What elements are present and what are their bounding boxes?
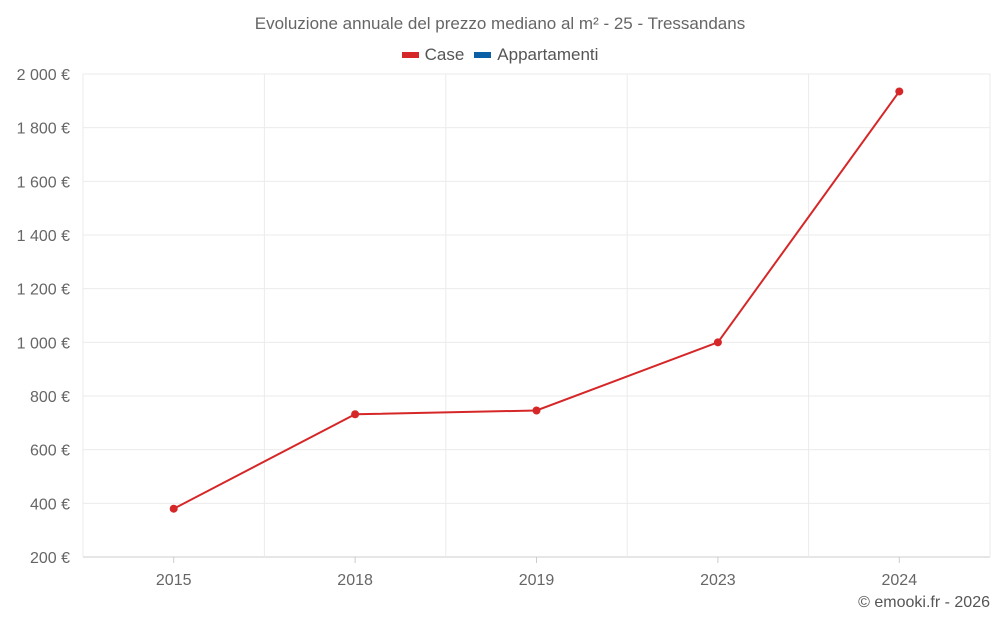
legend-item-case[interactable]: Case	[401, 45, 465, 65]
credit-text: © emooki.fr - 2026	[858, 594, 990, 611]
series-line-case	[173, 90, 901, 510]
y-tick-label: 1 000 €	[17, 335, 70, 352]
data-point-case	[532, 406, 541, 415]
x-tick-label: 2015	[156, 572, 192, 589]
legend-swatch-appartamenti	[474, 52, 492, 58]
y-tick-label: 1 200 €	[17, 282, 70, 299]
data-point-case	[169, 504, 178, 513]
y-tick-label: 800 €	[30, 389, 70, 406]
y-tick-label: 2 000 €	[17, 67, 70, 84]
y-tick-label: 1 400 €	[17, 228, 70, 245]
data-point-case	[713, 338, 722, 347]
y-tick-label: 1 600 €	[17, 174, 70, 191]
legend-label-case: Case	[424, 45, 465, 64]
x-tick-label: 2019	[519, 572, 555, 589]
y-tick-label: 200 €	[30, 550, 70, 567]
y-tick-label: 1 800 €	[17, 121, 70, 138]
x-tick-label: 2024	[882, 572, 918, 589]
data-point-case	[895, 87, 904, 96]
x-tick-label: 2023	[700, 572, 736, 589]
chart-title: Evoluzione annuale del prezzo mediano al…	[254, 14, 746, 33]
legend-label-appartamenti: Appartamenti	[497, 45, 599, 64]
chart-legend: Case Appartamenti	[0, 45, 1000, 65]
y-tick-label: 600 €	[30, 443, 70, 460]
legend-swatch-case	[401, 52, 419, 58]
x-tick-label: 2018	[337, 572, 373, 589]
legend-item-appartamenti[interactable]: Appartamenti	[474, 45, 598, 65]
y-tick-label: 400 €	[30, 496, 70, 513]
data-point-case	[351, 410, 360, 419]
